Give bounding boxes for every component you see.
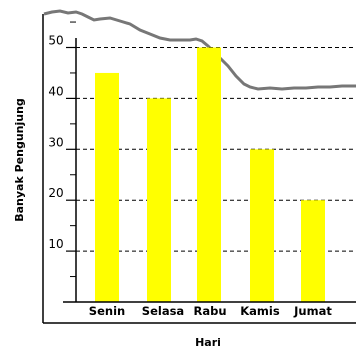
x-tick-label: Kamis — [240, 304, 280, 318]
bar-jumat — [301, 200, 325, 302]
y-tick-label: 20 — [48, 186, 63, 200]
bar-selasa — [147, 98, 171, 303]
bars — [95, 47, 325, 303]
x-tick-label: Jumat — [293, 304, 332, 318]
torn-edge — [43, 9, 356, 91]
x-axis-title: Hari — [195, 336, 221, 349]
x-tick-label: Selasa — [142, 304, 184, 318]
bar-kamis — [250, 149, 274, 302]
y-tick-label: 40 — [48, 84, 63, 98]
y-tick-label: 10 — [48, 237, 63, 251]
y-tick-label: 50 — [48, 34, 63, 48]
x-ticks: Senin Selasa Rabu Kamis Jumat — [89, 304, 333, 318]
bar-senin — [95, 72, 119, 302]
bar-rabu — [197, 47, 221, 302]
y-axis-title: Banyak Pengunjung — [13, 98, 26, 222]
x-tick-label: Senin — [89, 304, 125, 318]
y-ticks: 10 20 30 40 50 — [48, 21, 76, 278]
y-tick-label: 30 — [48, 135, 63, 149]
x-tick-label: Rabu — [193, 304, 226, 318]
